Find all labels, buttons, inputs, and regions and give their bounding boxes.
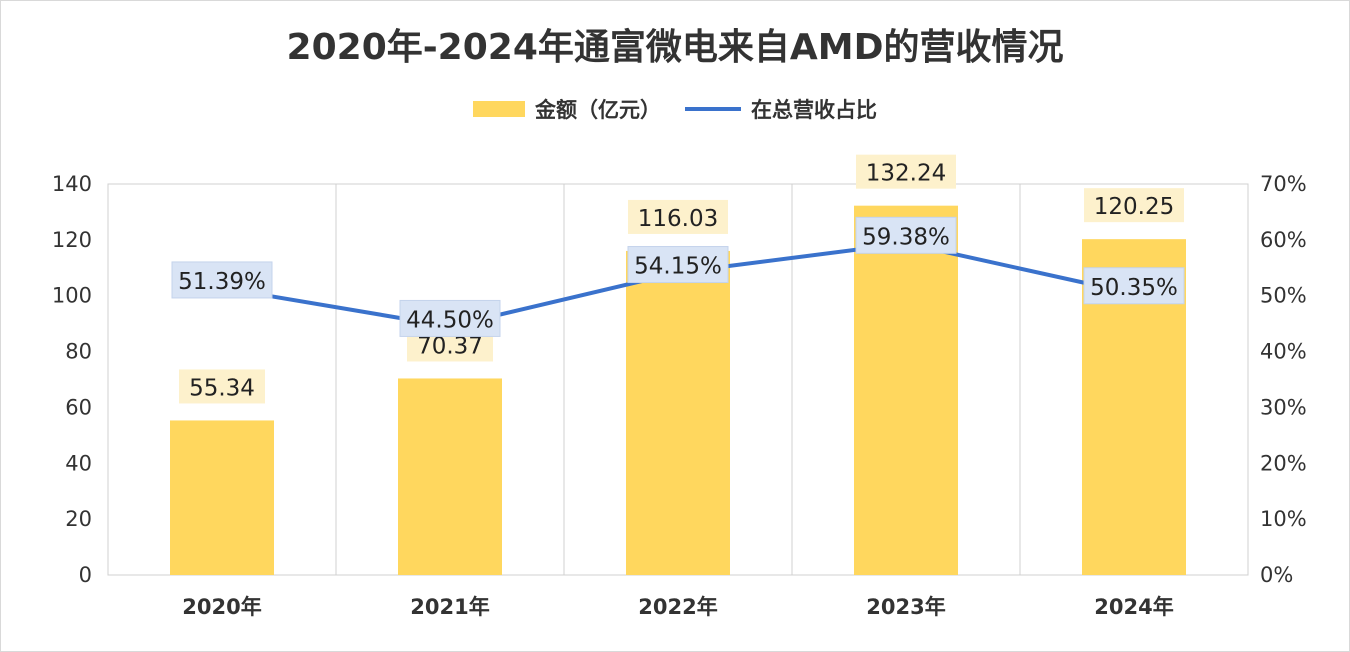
line-data-label: 51.39% [178, 269, 266, 295]
y-right-tick-label: 50% [1260, 284, 1307, 308]
bar-data-label-bg [179, 369, 265, 404]
legend-line-label: 在总营收占比 [751, 98, 877, 122]
bar [398, 378, 502, 575]
line-data-label-bg [171, 261, 273, 299]
y-left-tick-label: 40 [65, 451, 92, 475]
y-right-tick-label: 40% [1260, 340, 1307, 364]
legend-item-amount: 金额（亿元） [473, 94, 661, 124]
bar-data-label-bg [1084, 188, 1184, 223]
legend-item-share: 在总营收占比 [685, 94, 877, 124]
x-tick-label: 2021年 [410, 595, 489, 619]
bar [854, 205, 958, 575]
line-data-label: 50.35% [1090, 275, 1178, 301]
chart-legend: 金额（亿元） 在总营收占比 [0, 94, 1350, 124]
bar-data-label: 55.34 [189, 375, 255, 401]
y-right-tick-label: 60% [1260, 228, 1307, 252]
bar-data-label: 132.24 [866, 161, 946, 187]
y-left-tick-label: 140 [52, 172, 92, 196]
y-right-tick-label: 0% [1260, 563, 1293, 587]
y-left-tick-label: 20 [65, 507, 92, 531]
line-data-label: 44.50% [406, 307, 494, 333]
y-right-tick-label: 10% [1260, 507, 1307, 531]
bar-data-label: 70.37 [417, 333, 483, 359]
y-left-tick-label: 0 [79, 563, 92, 587]
line-data-label-bg [627, 246, 729, 284]
y-left-tick-label: 80 [65, 340, 92, 364]
line-data-label-bg [855, 216, 957, 254]
y-left-tick-label: 100 [52, 284, 92, 308]
bar-data-label-bg [628, 199, 728, 234]
bar-data-label-bg [856, 154, 956, 189]
bar-data-label: 116.03 [638, 206, 718, 232]
y-left-tick-label: 60 [65, 395, 92, 419]
line-data-label: 59.38% [862, 224, 950, 250]
line-data-label: 54.15% [634, 254, 722, 280]
y-left-tick-label: 120 [52, 228, 92, 252]
bar-data-label: 120.25 [1094, 194, 1174, 220]
y-right-tick-label: 20% [1260, 451, 1307, 475]
legend-bar-label: 金额（亿元） [535, 98, 661, 122]
y-right-tick-label: 70% [1260, 172, 1307, 196]
legend-bar-swatch [473, 101, 525, 117]
bar [170, 420, 274, 575]
chart-title: 2020年-2024年通富微电来自AMD的营收情况 [286, 27, 1064, 68]
line-data-label-bg [1083, 267, 1185, 305]
x-tick-label: 2022年 [638, 595, 717, 619]
legend-line-swatch [685, 107, 741, 111]
x-tick-label: 2024年 [1094, 595, 1173, 619]
bar [626, 250, 730, 576]
x-tick-label: 2020年 [182, 595, 261, 619]
x-tick-label: 2023年 [866, 595, 945, 619]
line-data-label-bg [399, 299, 501, 337]
y-right-tick-label: 30% [1260, 395, 1307, 419]
